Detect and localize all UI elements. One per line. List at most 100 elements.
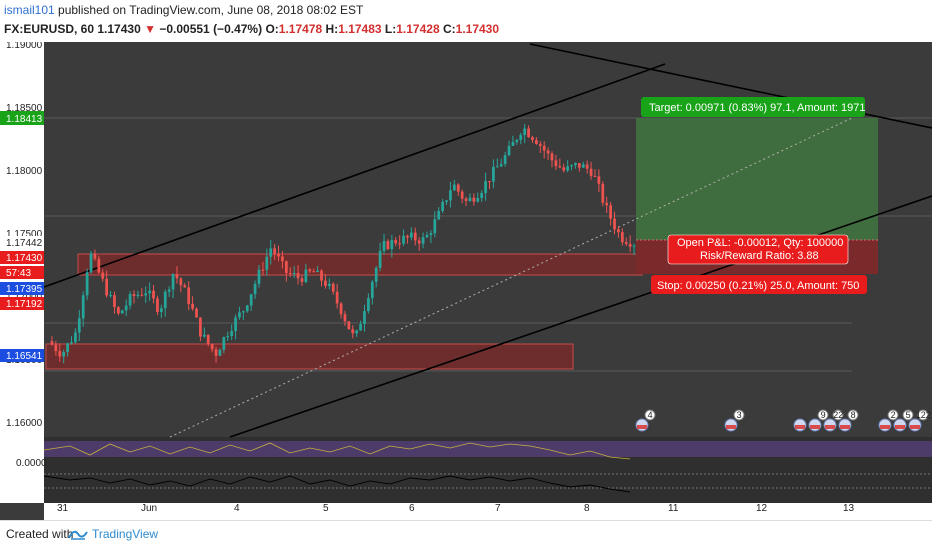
low-price-tag-text: 1.16541: [6, 351, 43, 362]
candle-body: [632, 245, 636, 247]
stop-box[interactable]: [651, 275, 867, 294]
candle-body: [347, 321, 351, 330]
support-zone[interactable]: [45, 343, 574, 370]
candle-body: [566, 166, 570, 171]
event-count-badge[interactable]: [644, 409, 656, 421]
ref-price-tag-text: 1.17395: [6, 284, 43, 295]
current-price-tag-text: 1.17430: [6, 253, 43, 264]
candle-body: [202, 334, 206, 337]
event-count-badge[interactable]: [887, 409, 899, 421]
event-count-badge[interactable]: [902, 409, 914, 421]
candle-body: [452, 184, 456, 191]
event-count-text: 3: [737, 410, 742, 420]
candle-body: [54, 344, 58, 352]
publish-line: ismail101 published on TradingView.com, …: [4, 3, 363, 17]
target-area[interactable]: [636, 118, 878, 240]
osc-axis-label: 0.0000: [16, 458, 47, 469]
candle-body: [468, 197, 472, 201]
candle-body: [120, 310, 124, 314]
candle-body: [398, 243, 402, 245]
candle-body: [77, 318, 81, 333]
time-axis-labels: 31 Jun 4 5 6 7 8 11 12 13: [57, 503, 855, 514]
price-axis-label: 1.18500: [6, 103, 43, 114]
candle-body: [495, 166, 499, 168]
event-markers[interactable]: 4 3 9 22 8 2 5 122: [635, 409, 931, 432]
price-chart[interactable]: 1.190001.185001.180001.175001.170001.165…: [0, 42, 932, 520]
candle-body: [187, 287, 191, 304]
candle-body: [288, 272, 292, 274]
projection-line[interactable]: [169, 117, 853, 438]
low-value: 1.17428: [396, 22, 440, 36]
candle-body: [74, 332, 77, 343]
candle-body: [574, 163, 577, 166]
candle-body: [261, 269, 265, 271]
candle-body: [527, 128, 530, 138]
target-box[interactable]: [641, 97, 865, 117]
target-price-tag-text: 1.18413: [6, 114, 43, 125]
candle-body: [238, 312, 241, 318]
candle-body: [503, 155, 507, 165]
resistance-zone[interactable]: [77, 253, 643, 276]
channel-upper-line[interactable]: [43, 63, 666, 288]
candle-body: [343, 314, 347, 322]
candle-body: [546, 150, 550, 154]
symbol-line: FX:EURUSD, 60 1.17430 ▼ −0.00551 (−0.47%…: [4, 22, 499, 36]
candle-body: [413, 232, 417, 241]
candle-body: [370, 281, 374, 299]
candle-body: [257, 269, 261, 284]
candle-body: [597, 176, 601, 184]
tradingview-link[interactable]: TradingView: [92, 527, 159, 541]
pnl-text: Open P&L: -0.00012, Qty: 100000: [677, 237, 843, 249]
event-count-text: 22: [833, 410, 843, 420]
candle-body: [300, 278, 304, 282]
candle-body: [199, 317, 202, 337]
candle-body: [550, 153, 554, 161]
countdown-tag: [0, 266, 44, 279]
candle-body: [511, 141, 515, 147]
candle-body: [589, 168, 593, 176]
stop-box-text: Stop: 0.00250 (0.21%) 25.0, Amount: 750: [657, 280, 859, 292]
candle-body: [214, 349, 218, 356]
rsi-line: [43, 442, 631, 460]
time-axis-label: 8: [584, 503, 590, 514]
event-count-badge[interactable]: [847, 409, 859, 421]
candle-body: [281, 256, 284, 262]
open-value: 1.17478: [278, 22, 323, 36]
last-price-tag-text: 1.17442: [6, 238, 43, 249]
flag-stripe: [840, 425, 850, 429]
event-count-badge[interactable]: [817, 409, 829, 421]
event-count-badge[interactable]: [832, 409, 844, 421]
oscillator-pane[interactable]: [0, 461, 932, 503]
candle-body: [460, 191, 464, 199]
event-count-badge[interactable]: [917, 409, 929, 421]
candle-body: [136, 294, 140, 297]
price-axis-label: 1.18000: [6, 166, 43, 177]
candle-body: [519, 134, 523, 140]
time-axis-label: 5: [323, 503, 329, 514]
event-count-text: 4: [648, 410, 653, 420]
flag-stripe: [825, 425, 835, 429]
candle-body: [554, 160, 558, 167]
candle-body: [628, 243, 632, 247]
candle-body: [613, 218, 616, 230]
candle-body: [245, 305, 249, 312]
event-count-text: 2: [891, 410, 896, 420]
event-count-badge[interactable]: [733, 409, 745, 421]
flag-stripe: [810, 425, 820, 429]
target-box-text: Target: 0.00971 (0.83%) 97.1, Amount: 19…: [649, 102, 865, 114]
candle-body: [425, 235, 429, 238]
candle-body: [66, 343, 69, 353]
open-label: O:: [265, 22, 279, 36]
candle-body: [93, 253, 97, 259]
symbol-label[interactable]: FX:EURUSD, 60: [4, 22, 95, 36]
author-link[interactable]: ismail101: [4, 3, 55, 17]
pnl-box[interactable]: [667, 234, 849, 265]
candle-body: [144, 293, 148, 296]
candle-body: [617, 229, 620, 233]
candle-body: [171, 273, 175, 290]
candles[interactable]: [50, 123, 636, 364]
risk-reward-text: Risk/Reward Ratio: 3.88: [700, 250, 819, 262]
candle-body: [327, 283, 331, 286]
candle-body: [191, 303, 194, 309]
candle-body: [538, 143, 542, 146]
